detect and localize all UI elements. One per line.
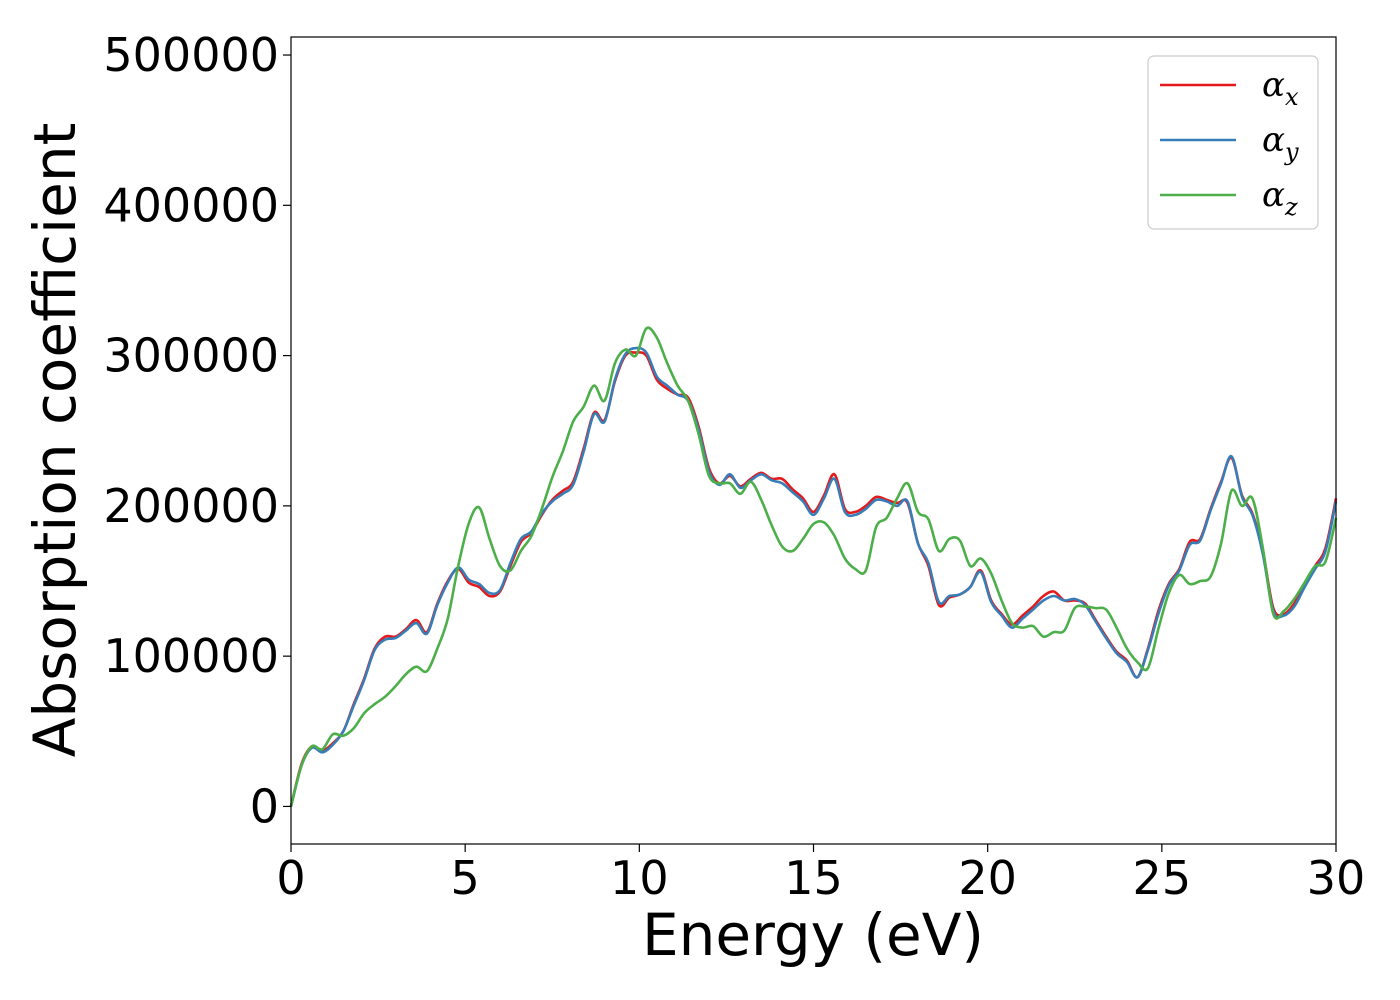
y-tick-label: 100000 [103,629,279,683]
x-tick-label: 20 [958,851,1017,905]
series-layer [289,326,1338,807]
legend-label-x: αx [1262,65,1299,111]
y-tick-label: 400000 [103,178,279,232]
series-line-y [289,346,1338,807]
x-axis: 0 5 10 15 20 25 30 [276,844,1365,905]
x-tick-label: 30 [1307,851,1366,905]
y-axis: 0 100000 200000 300000 400000 500000 [103,28,291,833]
x-axis-title: Energy (eV) [642,901,984,969]
y-tick-label: 200000 [103,479,279,533]
series-line-z [289,326,1338,807]
x-tick-label: 10 [610,851,669,905]
y-tick-label: 300000 [103,329,279,383]
x-tick-label: 25 [1133,851,1192,905]
legend-box [1147,55,1319,230]
y-tick-label: 0 [250,779,279,833]
x-tick-label: 0 [276,851,305,905]
legend-label-y: αy [1262,120,1299,166]
y-axis-title: Absorption coefficient [21,123,89,758]
legend: αx αy αz [1147,55,1319,230]
x-tick-label: 5 [451,851,480,905]
y-tick-label: 500000 [103,28,279,82]
legend-label-z: αz [1262,175,1298,221]
x-tick-label: 15 [784,851,843,905]
